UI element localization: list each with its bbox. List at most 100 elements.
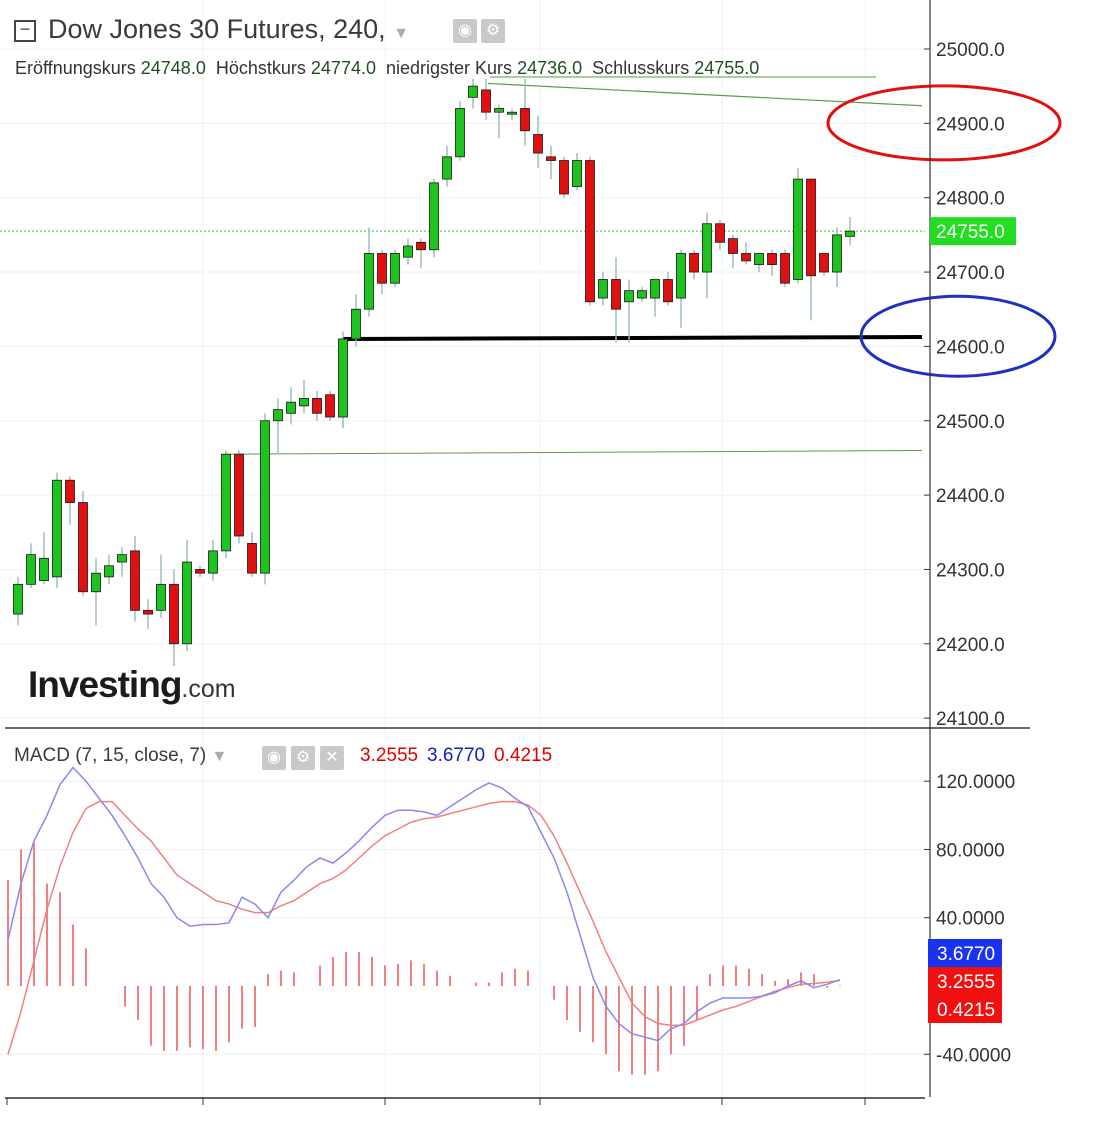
eye-icon[interactable]: ◉ bbox=[262, 746, 286, 770]
macd-values: 3.2555 3.6770 0.4215 bbox=[360, 745, 552, 767]
candle-up bbox=[572, 160, 582, 187]
y-tick-label: 24300.0 bbox=[936, 560, 1005, 581]
candle-up bbox=[221, 453, 231, 552]
candle-down bbox=[481, 89, 491, 113]
candle-down bbox=[780, 253, 790, 284]
candle-down bbox=[65, 479, 75, 503]
candle-up bbox=[273, 409, 283, 422]
macd-value-box bbox=[928, 939, 1002, 967]
candle-up bbox=[494, 108, 504, 113]
macd-signal-value: 3.2555 bbox=[360, 745, 419, 766]
macd-legend: MACD (7, 15, close, 7) ▼ bbox=[14, 745, 228, 766]
candle-up bbox=[26, 554, 36, 585]
candle-up bbox=[39, 557, 49, 582]
candle-down bbox=[325, 394, 335, 418]
candle-up bbox=[845, 230, 855, 237]
gear-icon[interactable]: ⚙ bbox=[291, 746, 315, 770]
candle-up bbox=[403, 245, 413, 258]
candle-down bbox=[143, 609, 153, 615]
candle-down bbox=[819, 253, 829, 273]
eye-icon[interactable]: ◉ bbox=[453, 19, 477, 43]
y-tick-label: 24900.0 bbox=[936, 114, 1005, 135]
candle-up bbox=[13, 583, 23, 615]
candle-up bbox=[52, 479, 62, 578]
close-icon[interactable]: ✕ bbox=[320, 746, 344, 770]
candle-down bbox=[611, 279, 621, 310]
gear-icon[interactable]: ⚙ bbox=[481, 19, 505, 43]
candle-down bbox=[169, 583, 179, 645]
candle-down bbox=[715, 223, 725, 243]
candle-up bbox=[182, 561, 192, 645]
candle-down bbox=[312, 398, 322, 414]
candle-up bbox=[754, 253, 764, 266]
candle-down bbox=[559, 160, 569, 195]
candle-down bbox=[195, 569, 205, 574]
candle-down bbox=[416, 241, 426, 251]
candle-down bbox=[663, 279, 673, 303]
signal-line bbox=[7, 800, 841, 1055]
candle-up bbox=[598, 279, 608, 299]
candle-down bbox=[741, 253, 751, 262]
chevron-down-icon[interactable]: ▼ bbox=[211, 748, 228, 765]
candle-down bbox=[247, 543, 257, 574]
macd-tick-label: -40.0000 bbox=[936, 1045, 1011, 1066]
annotations bbox=[0, 76, 925, 455]
chevron-down-icon[interactable]: ▼ bbox=[393, 25, 410, 42]
macd-hist-value: 0.4215 bbox=[494, 745, 553, 766]
y-tick-label: 24600.0 bbox=[936, 337, 1005, 358]
candle-down bbox=[533, 134, 543, 154]
candle-up bbox=[91, 572, 101, 593]
macd-tick-label: 120.0000 bbox=[936, 772, 1015, 793]
candle-up bbox=[507, 111, 517, 115]
macd-pane bbox=[7, 766, 841, 1075]
support-line bbox=[342, 334, 923, 341]
resistance-trendline bbox=[487, 82, 923, 107]
macd-value-label: 3.6770 bbox=[937, 944, 995, 965]
macd-tick-label: 40.0000 bbox=[936, 909, 1005, 930]
candle-up bbox=[156, 583, 166, 611]
candle-down bbox=[377, 253, 387, 284]
y-tick-label: 24800.0 bbox=[936, 189, 1005, 210]
candle-up bbox=[429, 182, 439, 251]
candle-up bbox=[338, 338, 348, 418]
candle-up bbox=[286, 401, 296, 414]
candle-up bbox=[793, 178, 803, 280]
candle-up bbox=[676, 253, 686, 299]
candle-down bbox=[520, 108, 530, 132]
candle-down bbox=[806, 178, 816, 277]
ohlc-readout: Eröffnungskurs 24748.0 Höchstkurs 24774.… bbox=[15, 58, 760, 78]
candle-down bbox=[234, 453, 244, 537]
macd-line bbox=[7, 766, 841, 1042]
collapse-icon[interactable]: − bbox=[14, 20, 36, 42]
support-trendline bbox=[225, 449, 923, 455]
y-tick-label: 24100.0 bbox=[936, 709, 1005, 730]
candle-down bbox=[767, 253, 777, 266]
y-tick-label: 24700.0 bbox=[936, 263, 1005, 284]
candle-up bbox=[104, 565, 114, 578]
y-tick-label: 24400.0 bbox=[936, 486, 1005, 507]
ellipses bbox=[826, 84, 1062, 378]
candle-up bbox=[390, 253, 400, 284]
candle-up bbox=[832, 234, 842, 273]
macd-value-box bbox=[928, 967, 1002, 995]
candle-up bbox=[351, 308, 361, 340]
candle-up bbox=[117, 554, 127, 563]
last-price-label: 24755.0 bbox=[936, 222, 1005, 243]
candle-down bbox=[546, 156, 556, 161]
chart-title: Dow Jones 30 Futures, 240, ▼ bbox=[48, 14, 410, 44]
y-tick-label: 25000.0 bbox=[936, 40, 1005, 61]
candle-up bbox=[364, 253, 374, 310]
candle-up bbox=[702, 223, 712, 273]
candle-up bbox=[260, 420, 270, 574]
candle-up bbox=[637, 290, 647, 299]
candle-up bbox=[650, 279, 660, 299]
macd-value-label: 3.2555 bbox=[937, 972, 995, 993]
highlight-ellipse-red bbox=[826, 84, 1062, 162]
candle-up bbox=[455, 108, 465, 158]
macd-value-label: 0.4215 bbox=[937, 1000, 995, 1021]
candle-down bbox=[585, 160, 595, 303]
macd-tick-label: 80.0000 bbox=[936, 840, 1005, 861]
candles bbox=[13, 78, 855, 667]
candle-down bbox=[728, 238, 738, 254]
investing-logo: Investing.com bbox=[28, 664, 236, 705]
